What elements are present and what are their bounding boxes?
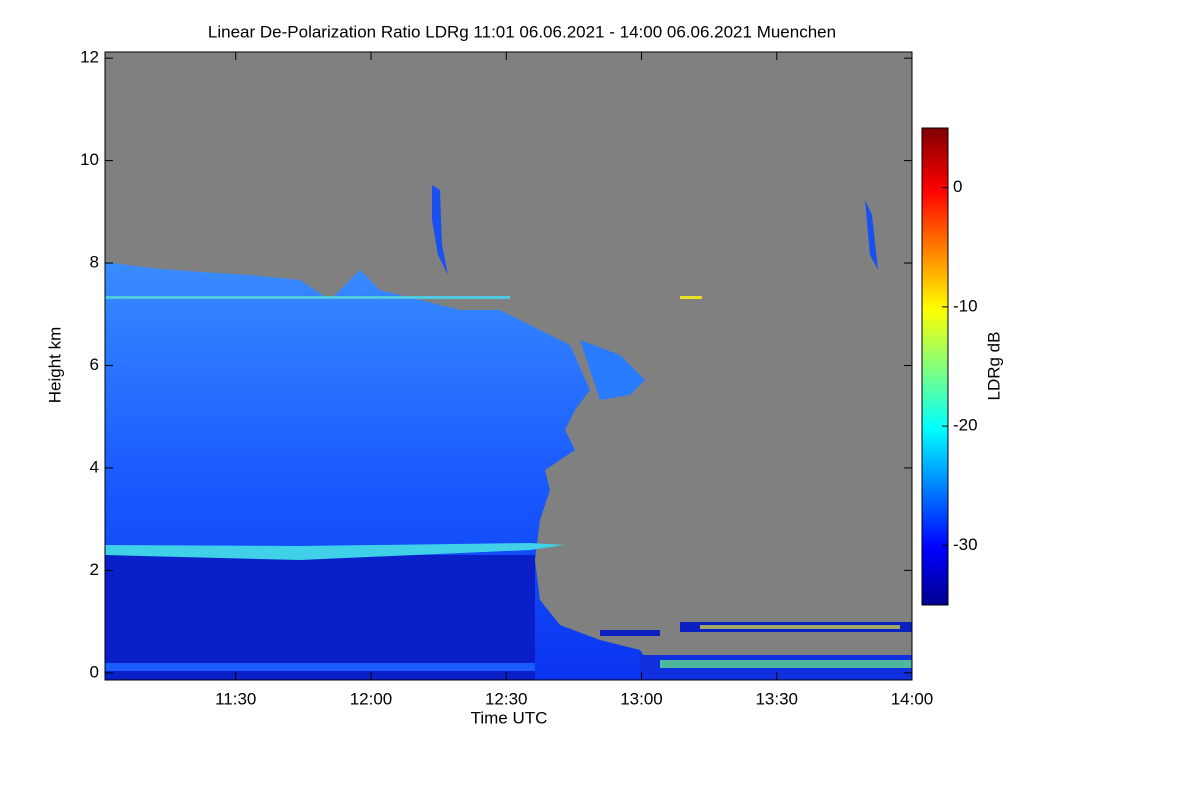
y-tick-label: 12 [80,48,99,67]
chart-title: Linear De-Polarization Ratio LDRg 11:01 … [208,22,836,41]
colorbar-tick-label: -30 [953,535,978,554]
x-tick-label: 13:30 [755,689,798,708]
colorbar-tick-label: -10 [953,296,978,315]
colorbar-label: LDRg dB [984,332,1003,401]
y-tick-label: 0 [90,662,99,681]
colorbar-tick-label: 0 [953,177,962,196]
x-tick-label: 14:00 [891,689,934,708]
y-tick-label: 4 [90,457,99,476]
x-axis-label: Time UTC [471,708,548,727]
y-tick-label: 8 [90,253,99,272]
y-axis-label: Height km [45,327,64,404]
x-tick-label: 12:30 [485,689,528,708]
y-tick-label: 2 [90,560,99,579]
x-tick-label: 13:00 [620,689,663,708]
colorbar-tick-label: -20 [953,416,978,435]
y-tick-label: 10 [80,150,99,169]
heatmap-field [105,52,912,680]
y-tick-label: 6 [90,355,99,374]
x-tick-label: 11:30 [215,689,256,708]
x-tick-label: 12:00 [350,689,393,708]
colorbar [921,127,949,606]
plot-frame [104,51,913,681]
